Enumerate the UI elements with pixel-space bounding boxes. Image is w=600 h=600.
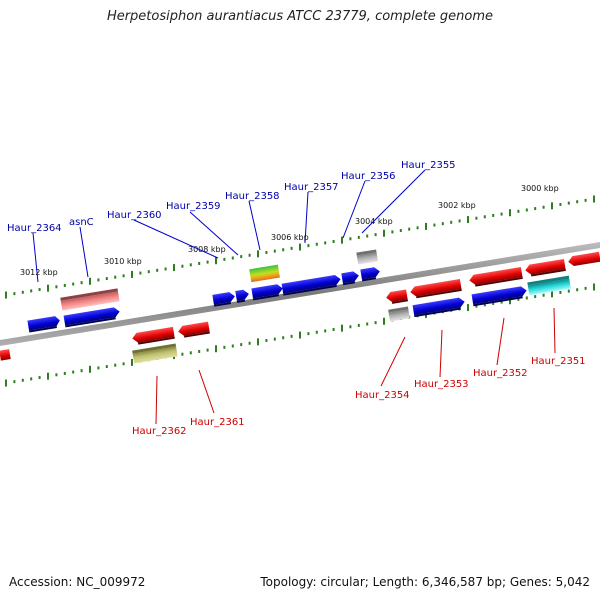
- gene-feature[interactable]: [131, 326, 175, 346]
- gene-feature[interactable]: [385, 289, 408, 304]
- gene-label-haur-2362[interactable]: Haur_2362: [132, 426, 187, 437]
- scale-ticks-top: [5, 195, 595, 299]
- gene-feature[interactable]: [341, 271, 360, 286]
- leader-haur-2364: [32, 232, 39, 283]
- leader-haur-2353: [439, 329, 443, 378]
- gene-label-haur-2360[interactable]: Haur_2360: [107, 210, 162, 221]
- gene-feature[interactable]: [177, 321, 210, 339]
- gene-feature[interactable]: [360, 266, 381, 282]
- gene-feature[interactable]: [471, 286, 528, 307]
- reverse-strand: [0, 251, 600, 361]
- leader-haur-2357: [304, 191, 309, 244]
- rna-feature[interactable]: [249, 264, 280, 283]
- leader-asnc: [79, 226, 89, 278]
- gene-feature[interactable]: [0, 349, 11, 361]
- other-features: [60, 249, 571, 364]
- gene-label-haur-2356[interactable]: Haur_2356: [341, 171, 396, 182]
- rna-feature[interactable]: [356, 249, 378, 265]
- leader-haur-2355: [361, 169, 426, 234]
- tick-label-3010: 3010 kbp: [104, 257, 142, 266]
- gene-feature[interactable]: [251, 283, 284, 301]
- gene-label-haur-2359[interactable]: Haur_2359: [166, 201, 221, 212]
- gene-label-haur-2364[interactable]: Haur_2364: [7, 223, 62, 234]
- rna-feature[interactable]: [388, 306, 410, 322]
- gene-feature[interactable]: [27, 315, 61, 333]
- rna-feature[interactable]: [132, 343, 178, 364]
- gene-feature[interactable]: [469, 267, 523, 287]
- gene-feature[interactable]: [410, 279, 462, 299]
- gene-feature[interactable]: [281, 274, 342, 296]
- gene-label-haur-2361[interactable]: Haur_2361: [190, 417, 245, 428]
- leader-haur-2351: [553, 307, 556, 354]
- gene-feature[interactable]: [524, 258, 566, 277]
- leader-haur-2359: [189, 211, 239, 256]
- accession-label: Accession: NC_009972: [9, 575, 146, 589]
- tick-label-3012: 3012 kbp: [20, 268, 58, 277]
- gene-label-asnc[interactable]: asnC: [69, 217, 94, 228]
- gene-label-haur-2351[interactable]: Haur_2351: [531, 356, 586, 367]
- gene-label-haur-2358[interactable]: Haur_2358: [225, 191, 280, 202]
- tick-label-3000: 3000 kbp: [521, 184, 559, 193]
- topology-label: Topology: circular; Length: 6,346,587 bp…: [260, 575, 590, 589]
- gene-label-haur-2353[interactable]: Haur_2353: [414, 379, 469, 390]
- leader-haur-2358: [248, 200, 261, 251]
- gene-feature[interactable]: [63, 307, 121, 328]
- gene-label-haur-2357[interactable]: Haur_2357: [284, 182, 339, 193]
- leader-haur-2362: [155, 375, 158, 425]
- gene-label-haur-2355[interactable]: Haur_2355: [401, 160, 456, 171]
- gene-label-haur-2354[interactable]: Haur_2354: [355, 390, 410, 401]
- genome-backbone: [0, 242, 600, 346]
- tick-label-3002: 3002 kbp: [438, 201, 476, 210]
- gene-feature[interactable]: [235, 289, 250, 303]
- tick-label-3008: 3008 kbp: [188, 245, 226, 254]
- forward-strand: [27, 266, 528, 333]
- leader-haur-2361: [198, 369, 215, 414]
- leader-haur-2352: [496, 317, 505, 366]
- tick-label-3006: 3006 kbp: [271, 233, 309, 242]
- gene-label-haur-2352[interactable]: Haur_2352: [473, 368, 528, 379]
- rna-feature[interactable]: [527, 275, 571, 296]
- leader-haur-2354: [380, 336, 406, 387]
- map-title: Herpetosiphon aurantiacus ATCC 23779, co…: [106, 9, 494, 24]
- gene-feature[interactable]: [567, 251, 600, 267]
- rna-feature[interactable]: [60, 288, 120, 311]
- gene-feature[interactable]: [212, 291, 236, 307]
- leader-haur-2356: [342, 180, 366, 239]
- leader-haur-2360: [133, 219, 219, 259]
- gene-feature[interactable]: [412, 297, 466, 318]
